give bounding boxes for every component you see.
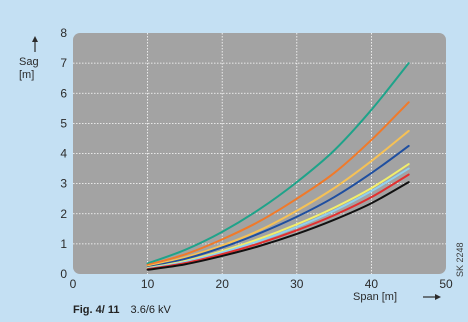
y-tick-label: 6 [60, 86, 67, 100]
y-tick-label: 0 [60, 267, 67, 281]
series-line-1 [146, 62, 410, 265]
y-tick-labels: 0 1 2 3 4 5 6 7 8 [60, 26, 67, 281]
x-tick-labels: 0 10 20 30 40 50 [70, 277, 453, 291]
figure-caption: Fig. 4/ 11 3.6/6 kV [73, 304, 171, 316]
figure-number: Fig. 4/ 11 [73, 304, 120, 316]
series-line-7 [146, 173, 410, 271]
x-tick-label: 30 [290, 277, 304, 291]
x-tick-label: 50 [439, 277, 453, 291]
series-line-4 [146, 144, 410, 269]
y-tick-label: 7 [60, 56, 67, 70]
series-layer [146, 62, 410, 271]
y-tick-label: 5 [60, 116, 67, 130]
x-tick-label: 40 [365, 277, 379, 291]
series-line-2 [146, 101, 410, 266]
x-axis-arrow-icon [423, 294, 441, 300]
series-line-3 [146, 129, 410, 268]
series-line-8 [146, 181, 410, 271]
y-tick-label: 1 [60, 237, 67, 251]
y-axis-arrow-icon [32, 36, 38, 52]
y-axis-label-line1: Sag [19, 56, 39, 68]
y-tick-label: 3 [60, 177, 67, 191]
x-tick-label: 0 [70, 277, 77, 291]
series-line-6 [146, 167, 410, 270]
drawing-code: SK 2248 [455, 242, 465, 277]
y-axis-label-line2: [m] [19, 69, 34, 81]
y-tick-label: 2 [60, 207, 67, 221]
x-axis-label: Span [m] [353, 291, 397, 303]
figure-description: 3.6/6 kV [130, 304, 171, 316]
y-tick-label: 4 [60, 147, 67, 161]
x-tick-label: 10 [141, 277, 155, 291]
x-tick-label: 20 [216, 277, 230, 291]
y-tick-label: 8 [60, 26, 67, 40]
